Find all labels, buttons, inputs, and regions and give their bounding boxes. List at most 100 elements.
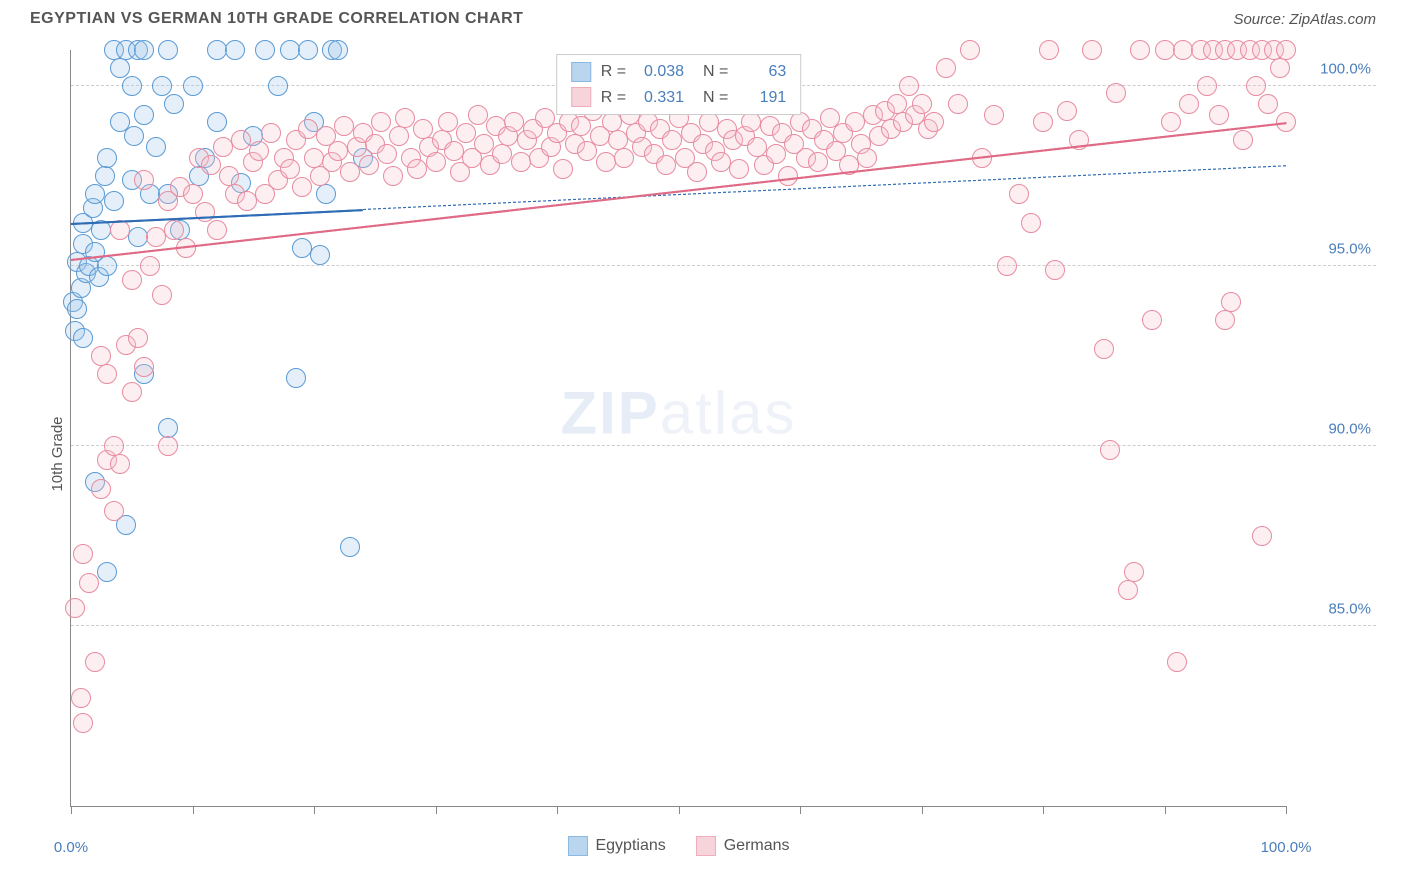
data-point [984, 105, 1004, 125]
data-point [407, 159, 427, 179]
chart-container: 10th Grade ZIPatlas R =0.038 N =63R =0.3… [50, 45, 1376, 862]
data-point [207, 112, 227, 132]
data-point [662, 130, 682, 150]
data-point [1106, 83, 1126, 103]
data-point [808, 152, 828, 172]
data-point [359, 155, 379, 175]
data-point [237, 191, 257, 211]
data-point [1142, 310, 1162, 330]
x-tick [800, 806, 801, 814]
data-point [1258, 94, 1278, 114]
data-point [268, 76, 288, 96]
gridline [71, 445, 1376, 446]
data-point [596, 152, 616, 172]
data-point [97, 256, 117, 276]
data-point [158, 40, 178, 60]
gridline [71, 625, 1376, 626]
data-point [73, 328, 93, 348]
data-point [438, 112, 458, 132]
data-point [79, 573, 99, 593]
data-point [73, 713, 93, 733]
n-value: 191 [738, 85, 786, 111]
r-label: R = [601, 85, 626, 111]
data-point [1130, 40, 1150, 60]
data-point [1221, 292, 1241, 312]
data-point [1209, 105, 1229, 125]
data-point [207, 220, 227, 240]
legend-label: Egyptians [595, 837, 665, 855]
legend-swatch [571, 87, 591, 107]
data-point [195, 202, 215, 222]
legend-stat-row: R =0.331 N =191 [571, 85, 787, 111]
data-point [152, 76, 172, 96]
data-point [91, 346, 111, 366]
data-point [128, 328, 148, 348]
legend-item: Germans [696, 836, 790, 856]
data-point [213, 137, 233, 157]
data-point [711, 152, 731, 172]
data-point [1155, 40, 1175, 60]
data-point [426, 152, 446, 172]
data-point [766, 144, 786, 164]
data-point [936, 58, 956, 78]
data-point [328, 141, 348, 161]
data-point [778, 166, 798, 186]
data-point [298, 40, 318, 60]
data-point [468, 105, 488, 125]
data-point [201, 155, 221, 175]
data-point [1161, 112, 1181, 132]
legend-stat-row: R =0.038 N =63 [571, 59, 787, 85]
data-point [504, 112, 524, 132]
data-point [413, 119, 433, 139]
data-point [304, 148, 324, 168]
data-point [340, 162, 360, 182]
data-point [91, 479, 111, 499]
plot-area: ZIPatlas R =0.038 N =63R =0.331 N =191 E… [70, 50, 1286, 807]
data-point [104, 191, 124, 211]
data-point [340, 537, 360, 557]
data-point [140, 256, 160, 276]
data-point [1094, 339, 1114, 359]
legend-swatch [571, 62, 591, 82]
legend-item: Egyptians [567, 836, 665, 856]
data-point [146, 137, 166, 157]
data-point [1276, 40, 1296, 60]
x-tick [1043, 806, 1044, 814]
data-point [383, 166, 403, 186]
data-point [845, 112, 865, 132]
data-point [377, 144, 397, 164]
data-point [1082, 40, 1102, 60]
data-point [614, 148, 634, 168]
data-point [158, 418, 178, 438]
legend-stats: R =0.038 N =63R =0.331 N =191 [556, 54, 802, 115]
data-point [1246, 76, 1266, 96]
r-label: R = [601, 59, 626, 85]
data-point [1233, 130, 1253, 150]
data-point [1009, 184, 1029, 204]
data-point [104, 436, 124, 456]
data-point [249, 141, 269, 161]
data-point [1197, 76, 1217, 96]
data-point [122, 382, 142, 402]
data-point [1021, 213, 1041, 233]
data-point [389, 126, 409, 146]
y-tick-label: 95.0% [1328, 241, 1371, 258]
data-point [97, 148, 117, 168]
data-point [207, 40, 227, 60]
data-point [899, 76, 919, 96]
data-point [1100, 440, 1120, 460]
n-value: 63 [738, 59, 786, 85]
data-point [924, 112, 944, 132]
data-point [292, 238, 312, 258]
data-point [65, 598, 85, 618]
data-point [553, 159, 573, 179]
data-point [334, 116, 354, 136]
data-point [225, 40, 245, 60]
y-tick-label: 100.0% [1320, 61, 1371, 78]
data-point [122, 76, 142, 96]
data-point [110, 454, 130, 474]
legend-swatch [567, 836, 587, 856]
y-tick-label: 85.0% [1328, 601, 1371, 618]
data-point [261, 123, 281, 143]
data-point [152, 285, 172, 305]
